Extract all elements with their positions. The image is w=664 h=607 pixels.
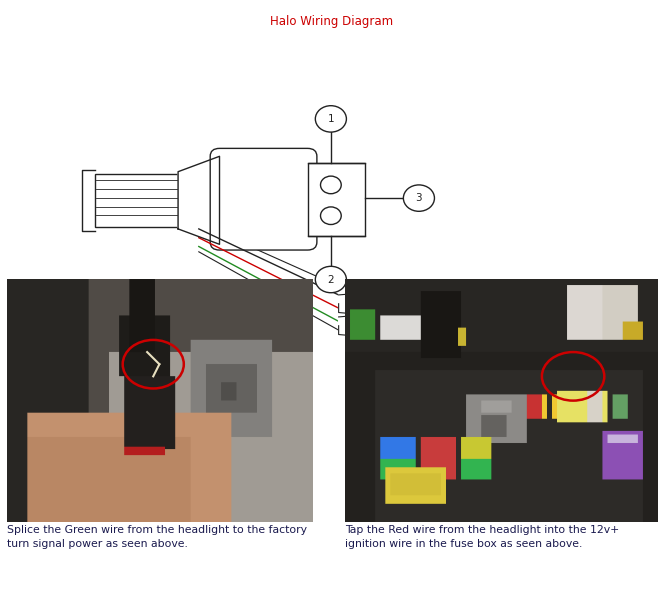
Text: 2: 2 bbox=[327, 274, 334, 285]
Bar bbox=[95, 174, 178, 226]
FancyBboxPatch shape bbox=[210, 148, 317, 250]
Text: Green: Green bbox=[419, 320, 453, 330]
Bar bbox=[385, 297, 411, 313]
Polygon shape bbox=[339, 292, 385, 316]
Polygon shape bbox=[339, 314, 385, 337]
Text: 1: 1 bbox=[327, 114, 334, 124]
Text: Red: Red bbox=[419, 300, 440, 310]
Text: Tap the Red wire from the headlight into the 12v+
ignition wire in the fuse box : Tap the Red wire from the headlight into… bbox=[345, 525, 620, 549]
Polygon shape bbox=[178, 156, 220, 244]
Circle shape bbox=[315, 106, 347, 132]
Bar bbox=[385, 318, 411, 333]
Text: Splice the Green wire from the headlight to the factory
turn signal power as see: Splice the Green wire from the headlight… bbox=[7, 525, 307, 549]
Bar bbox=[307, 163, 365, 236]
Circle shape bbox=[321, 176, 341, 194]
Circle shape bbox=[404, 185, 434, 211]
Text: 3: 3 bbox=[416, 193, 422, 203]
Text: Halo Wiring Diagram: Halo Wiring Diagram bbox=[270, 15, 394, 28]
Circle shape bbox=[321, 207, 341, 225]
Circle shape bbox=[315, 266, 347, 293]
